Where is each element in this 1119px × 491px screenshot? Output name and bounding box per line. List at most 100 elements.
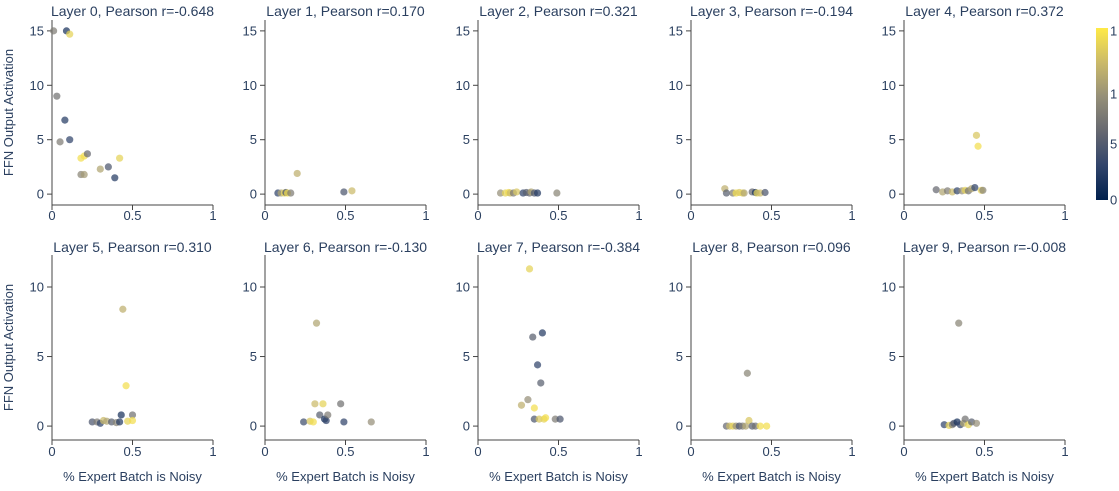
scatter-point [122, 382, 130, 390]
scatter-point [53, 92, 61, 100]
scatter-point [111, 174, 119, 182]
y-tick-label: 10 [243, 279, 257, 294]
scatter-point [311, 400, 319, 408]
scatter-point [974, 142, 982, 150]
x-tick-label: 0 [48, 444, 55, 459]
y-tick-label: 0 [463, 419, 470, 434]
scatter-point [337, 400, 345, 408]
scatter-point [119, 305, 127, 313]
scatter-point [56, 138, 64, 146]
scatter-point [517, 401, 526, 409]
scatter-point [340, 188, 348, 196]
scatter-point [104, 163, 112, 171]
y-tick-label: 5 [889, 349, 896, 364]
scatter-point [972, 131, 981, 139]
panel-layer-9: Layer 9, Pearson r=-0.008 0 5 10 0 0.5 1 % Expe… [882, 239, 1069, 484]
scatter-point [116, 418, 124, 426]
x-axis-title: % Expert Batch is Noisy [276, 469, 415, 484]
scatter-point [66, 30, 74, 38]
x-tick-label: 1 [1061, 208, 1068, 223]
x-tick-label: 0 [900, 208, 907, 223]
y-tick-label: 0 [676, 419, 683, 434]
y-axis-title: FFN Output Activation [1, 284, 16, 411]
x-tick-label: 1 [635, 444, 642, 459]
y-tick-label: 0 [676, 187, 683, 202]
colorbar-tick-label: 5 [1110, 137, 1117, 152]
scatter-point [743, 369, 751, 377]
scatter-point [533, 361, 542, 369]
scatter-point [513, 188, 521, 196]
scatter-point [96, 165, 104, 173]
y-tick-label: 0 [37, 187, 44, 202]
scatter-point [553, 189, 561, 197]
scatter-point [128, 411, 137, 419]
scatter-point [972, 419, 981, 427]
y-tick-label: 5 [250, 132, 257, 147]
scatter-point [533, 189, 542, 197]
panel-layer-1: Layer 1, Pearson r=0.170 0 5 10 15 0 0.5 1 [243, 3, 430, 223]
y-tick-label: 0 [463, 187, 470, 202]
x-tick-label: 1 [848, 444, 855, 459]
scatter-point [529, 333, 537, 341]
colorbar-tick-label: 1 [1110, 24, 1117, 39]
y-tick-label: 10 [669, 279, 683, 294]
x-tick-label: 0.5 [123, 444, 141, 459]
panel-layer-4: Layer 4, Pearson r=0.372 0 5 10 15 0 0.5 1 [882, 3, 1069, 223]
panel-layer-8: Layer 8, Pearson r=0.096 0 5 10 0 0.5 1 % Exper… [669, 239, 856, 484]
x-tick-label: 0 [900, 444, 907, 459]
y-tick-label: 10 [882, 279, 896, 294]
scatter-point [77, 154, 85, 162]
y-tick-label: 5 [676, 132, 683, 147]
y-tick-label: 0 [889, 419, 896, 434]
scatter-point [116, 154, 124, 162]
x-tick-label: 0 [474, 444, 481, 459]
scatter-point [319, 400, 327, 408]
panel-title: Layer 2, Pearson r=0.321 [479, 3, 638, 19]
scatter-point [971, 183, 979, 192]
y-tick-label: 10 [30, 78, 44, 93]
y-tick-label: 10 [882, 78, 896, 93]
panel-title: Layer 4, Pearson r=0.372 [905, 3, 1064, 19]
scatter-point [61, 116, 69, 124]
y-tick-label: 5 [37, 132, 44, 147]
x-tick-label: 1 [422, 208, 429, 223]
scatter-point [324, 411, 332, 419]
scatter-point [955, 319, 963, 327]
x-tick-label: 0.5 [123, 208, 141, 223]
x-tick-label: 0 [261, 208, 268, 223]
y-tick-label: 5 [676, 349, 683, 364]
x-tick-label: 0 [48, 208, 55, 223]
y-tick-label: 0 [889, 187, 896, 202]
scatter-point [50, 27, 58, 35]
panel-title: Layer 9, Pearson r=-0.008 [903, 239, 1066, 255]
y-tick-label: 5 [250, 349, 257, 364]
x-tick-label: 0.5 [975, 208, 993, 223]
y-tick-label: 0 [37, 419, 44, 434]
y-tick-label: 10 [456, 78, 470, 93]
y-tick-label: 10 [456, 279, 470, 294]
panel-title: Layer 3, Pearson r=-0.194 [690, 3, 853, 19]
x-tick-label: 0.5 [762, 208, 780, 223]
x-tick-label: 0 [687, 208, 694, 223]
y-tick-label: 10 [243, 78, 257, 93]
scatter-point [83, 150, 92, 158]
scatter-point [80, 170, 88, 179]
colorbar [1096, 28, 1108, 200]
colorbar-tick-label: 1 [1110, 87, 1117, 102]
scatter-point [117, 411, 125, 419]
y-tick-label: 5 [463, 132, 470, 147]
colorbar-tick-label: 0 [1110, 193, 1117, 208]
scatter-point [756, 422, 764, 430]
scatter-point [745, 416, 753, 425]
panel-layer-7: Layer 7, Pearson r=-0.384 0 5 10 0 0.5 1 % Expe… [456, 239, 643, 484]
scatter-point [312, 319, 321, 327]
scatter-point [322, 416, 330, 425]
x-tick-label: 1 [209, 444, 216, 459]
panel-title: Layer 5, Pearson r=0.310 [53, 239, 212, 255]
panel-title: Layer 1, Pearson r=0.170 [266, 3, 425, 19]
x-axis-title: % Expert Batch is Noisy [63, 469, 202, 484]
x-axis-title: % Expert Batch is Noisy [915, 469, 1054, 484]
y-tick-label: 5 [37, 349, 44, 364]
panel-title: Layer 0, Pearson r=-0.648 [51, 3, 214, 19]
y-axis-title: FFN Output Activation [1, 49, 16, 176]
